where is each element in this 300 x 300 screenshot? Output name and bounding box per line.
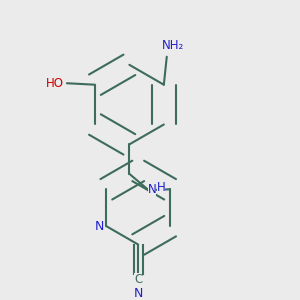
Text: H: H <box>157 181 165 194</box>
Text: NH₂: NH₂ <box>161 39 184 52</box>
Text: C: C <box>134 273 142 286</box>
Text: HO: HO <box>46 77 64 90</box>
Text: N: N <box>94 220 104 232</box>
Text: N: N <box>134 287 143 300</box>
Text: N: N <box>148 183 156 196</box>
